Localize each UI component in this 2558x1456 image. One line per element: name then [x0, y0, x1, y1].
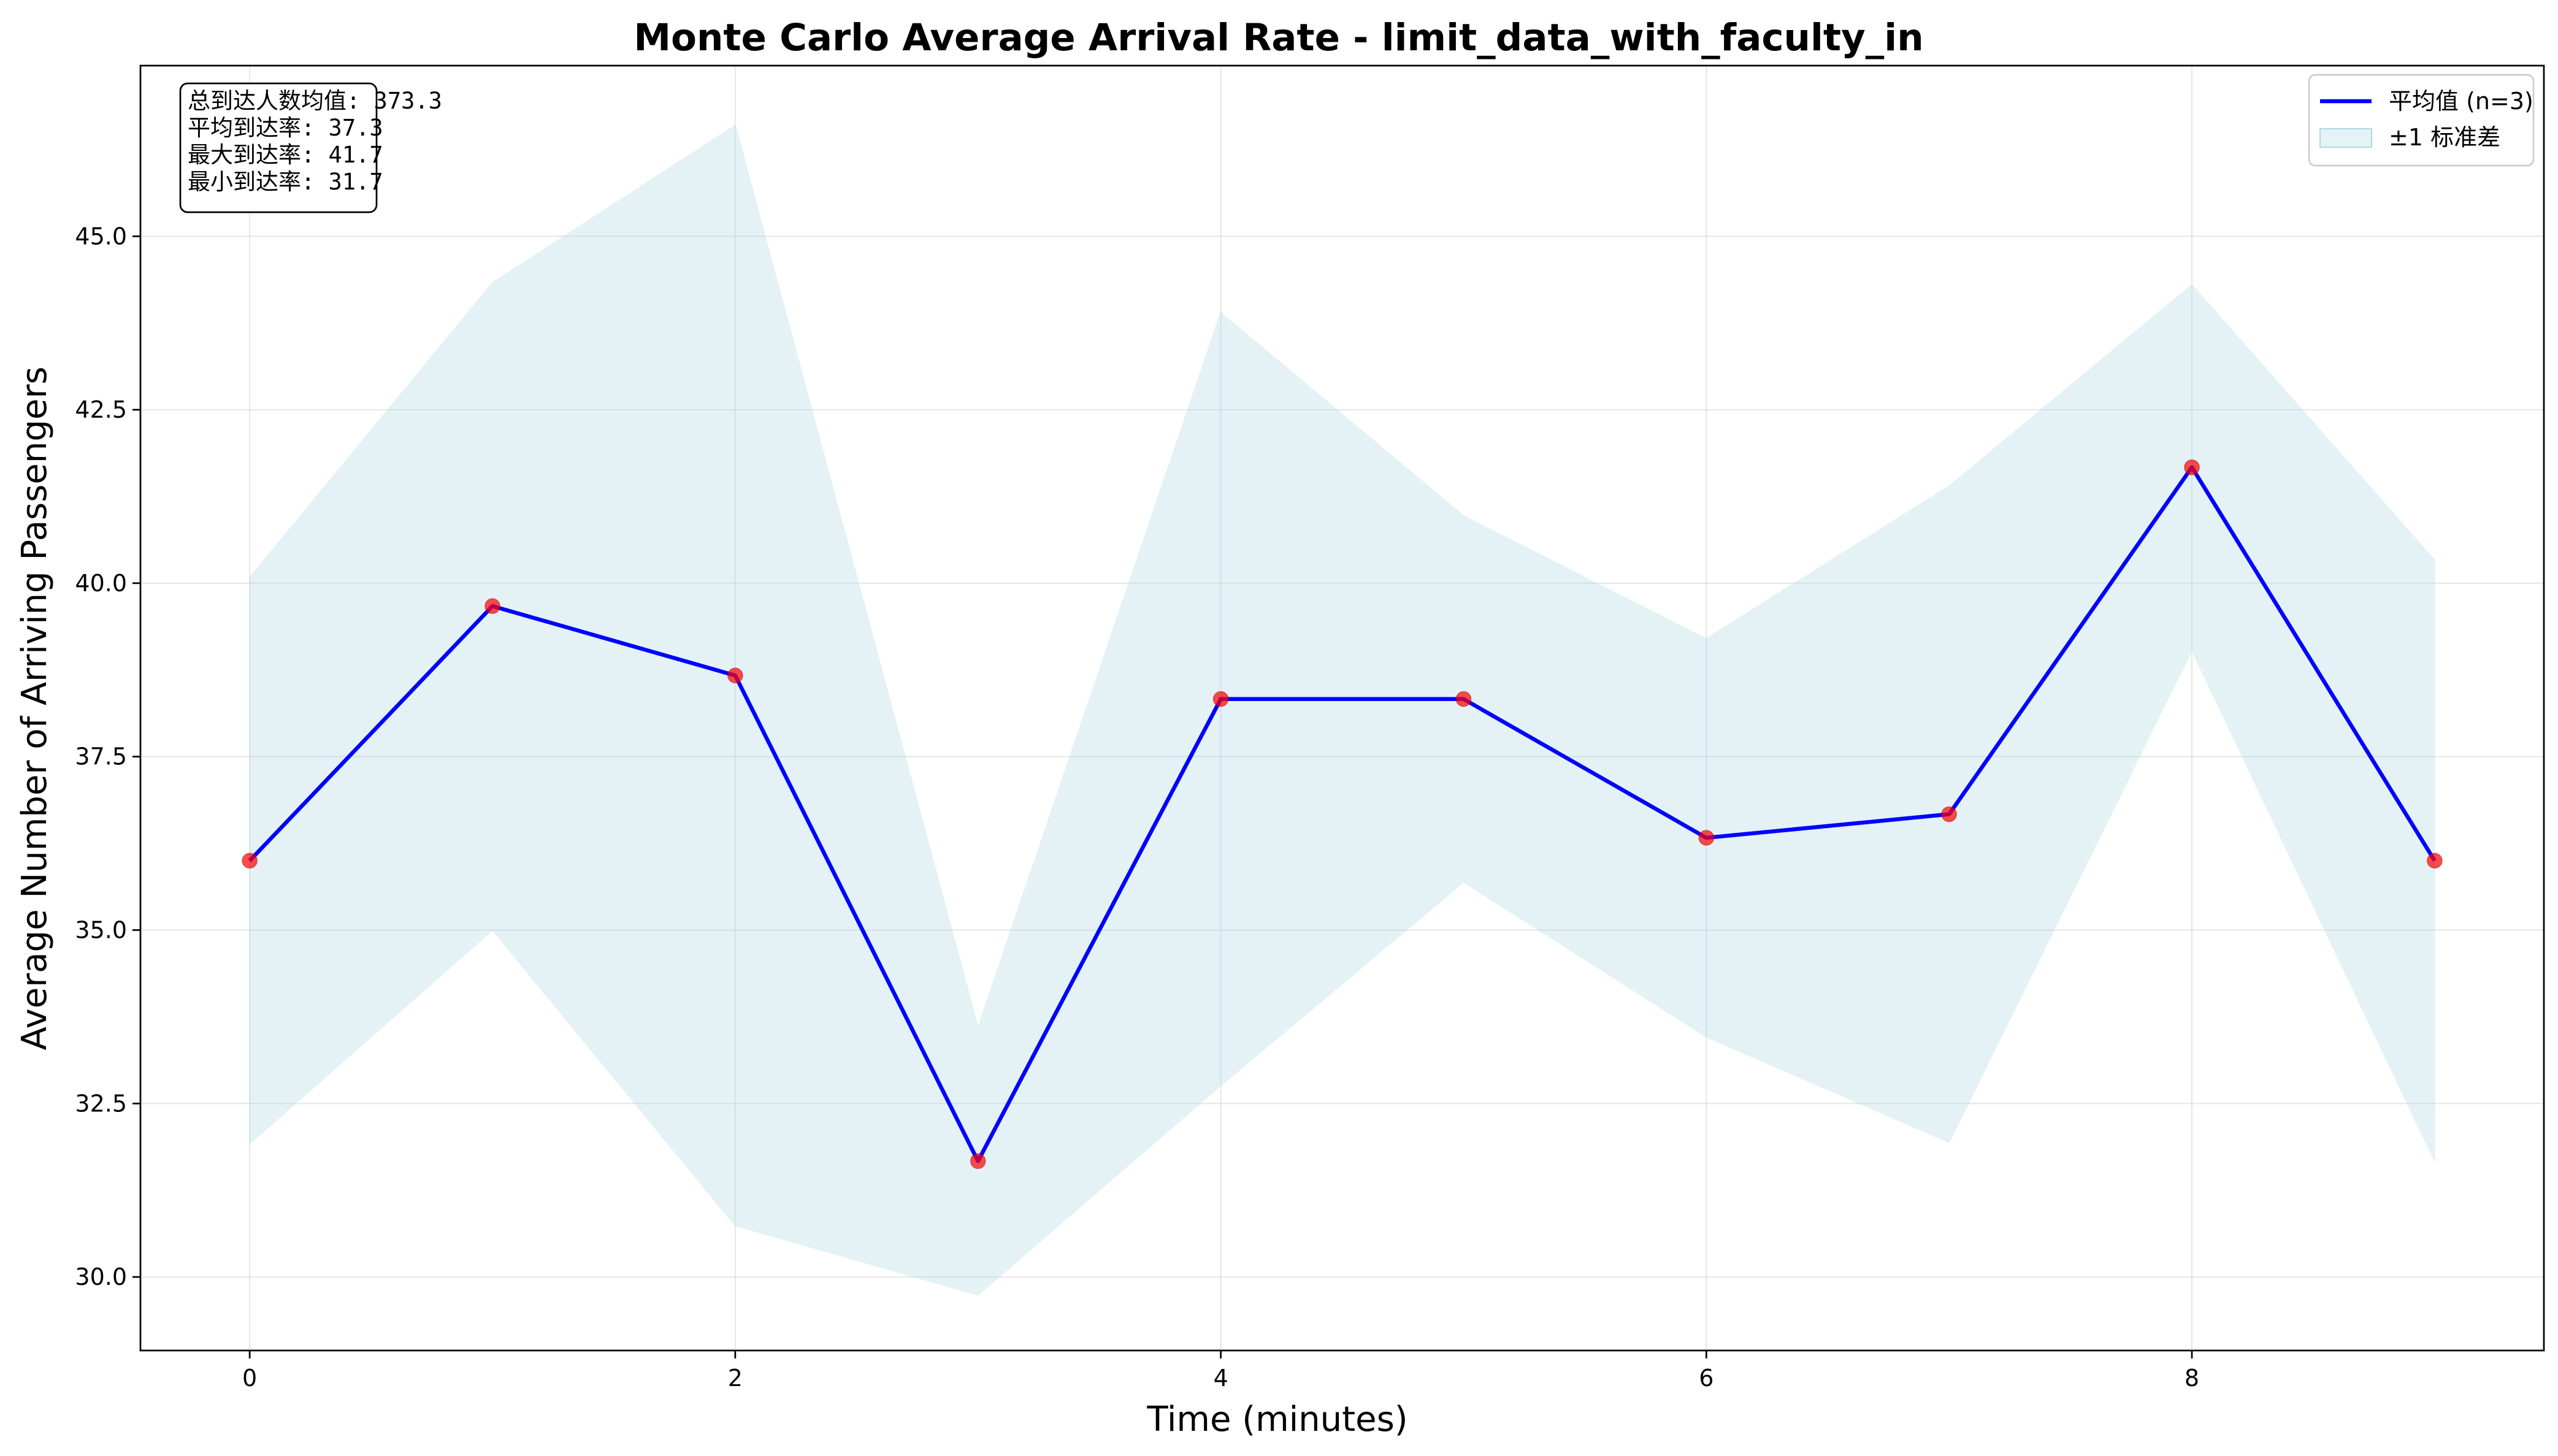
std-band [249, 124, 2435, 1296]
y-tick-label-6: 45.0 [75, 223, 127, 250]
y-tick-label-1: 32.5 [75, 1090, 127, 1117]
y-tick-label-3: 37.5 [75, 743, 127, 770]
stats-frame [179, 82, 378, 213]
data-point-3 [970, 1153, 986, 1169]
legend-band-swatch [2319, 128, 2372, 148]
std-band-layer [249, 124, 2435, 1296]
y-tick-label-5: 42.5 [75, 396, 127, 423]
plot-frame [139, 64, 2545, 1352]
y-tick-label-0: 30.0 [75, 1263, 127, 1290]
data-point-9 [2427, 853, 2443, 869]
mean-line-layer [248, 465, 2437, 1163]
data-point-8 [2184, 459, 2200, 475]
data-point-2 [727, 667, 743, 684]
legend-frame [2308, 74, 2535, 167]
data-point-1 [484, 598, 500, 614]
y-tick-label-4: 40.0 [75, 570, 127, 597]
chart-legend: 平均值 (n=3) ±1 标准差 [2308, 74, 2535, 167]
data-point-0 [242, 853, 258, 869]
x-tick-label-0: 0 [242, 1365, 257, 1392]
legend-label-mean: 平均值 (n=3) [2389, 88, 2533, 115]
x-axis-label: Time (minutes) [1146, 1400, 1407, 1439]
x-tick-label-3: 6 [1699, 1365, 1714, 1392]
data-point-5 [1455, 691, 1472, 707]
stats-line-1: 平均到达率: 37.3 [188, 115, 383, 141]
data-point-4 [1212, 691, 1229, 707]
mean-series-line [248, 465, 2437, 1163]
stats-line-0: 总到达人数均值: 373.3 [188, 88, 442, 114]
data-point-7 [1941, 806, 1957, 822]
x-axis-ticks: 0 2 4 6 8 [242, 1351, 2199, 1392]
y-axis-ticks: 30.0 32.5 35.0 37.5 40.0 42.5 45.0 [75, 223, 140, 1290]
stats-line-3: 最小到达率: 31.7 [188, 169, 383, 195]
x-tick-label-4: 8 [2185, 1365, 2199, 1392]
legend-label-band: ±1 标准差 [2389, 124, 2500, 151]
data-point-6 [1698, 830, 1715, 846]
data-markers [242, 459, 2443, 1169]
y-axis-label: Average Number of Arriving Passengers [15, 367, 55, 1051]
y-tick-label-2: 35.0 [75, 916, 127, 943]
grid-lines [140, 66, 2544, 1351]
x-tick-label-1: 2 [728, 1365, 743, 1392]
chart-title: Monte Carlo Average Arrival Rate - limit… [634, 16, 1923, 59]
stats-line-2: 最大到达率: 41.7 [188, 142, 383, 168]
x-tick-label-2: 4 [1213, 1365, 1228, 1392]
